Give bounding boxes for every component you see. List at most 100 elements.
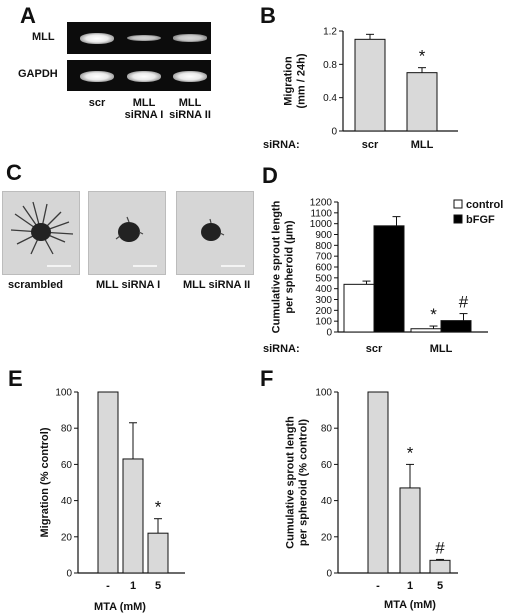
spheroid-photo-sirna-1 [88, 191, 166, 275]
panel-label-c: C [6, 160, 22, 185]
blot-row-label-gapdh: GAPDH [18, 68, 58, 80]
bar [429, 559, 451, 574]
blot-lane-label: siRNA I [124, 109, 164, 121]
spheroid-image-sirna-2 [201, 218, 225, 241]
y-tick-label: 100 [55, 388, 72, 399]
y-tick-label: 80 [61, 424, 73, 435]
x-tick-label: - [376, 580, 380, 592]
y-tick-label: 400 [315, 284, 332, 295]
y-tick-label: 300 [315, 295, 332, 306]
significance-marker: * [430, 305, 437, 324]
bar [97, 391, 119, 574]
y-tick-label: 40 [61, 496, 73, 507]
y-axis-label: (mm / 24h) [296, 53, 308, 108]
blot-lane-label: scr [88, 97, 106, 109]
blot-lane-label: MLL [132, 97, 156, 109]
blot-band-mll-lane-1 [80, 32, 114, 44]
x-tick-label: - [106, 580, 110, 592]
spheroid-image-sirna-1 [115, 216, 144, 242]
y-tick-label: 900 [315, 230, 332, 241]
y-tick-label: 40 [321, 496, 333, 507]
panel-label-a: A [20, 3, 36, 28]
x-tick-label: scr [366, 343, 383, 355]
y-axis-label: Migration [283, 56, 295, 106]
x-tick-label: 5 [437, 580, 443, 592]
y-tick-label: 60 [321, 460, 333, 471]
blot-strip-mll [67, 22, 211, 54]
legend-label: control [466, 199, 503, 211]
x-tick-label: MLL [430, 343, 453, 355]
x-tick-label: 1 [130, 580, 136, 592]
bar [147, 532, 169, 574]
significance-marker: # [435, 538, 445, 557]
blot-band-gapdh-lane-1 [80, 70, 114, 82]
photo-caption-scrambled: scrambled [8, 279, 64, 291]
y-axis-label: Migration (% control) [39, 427, 51, 537]
x-prefix-label: siRNA: [263, 139, 300, 151]
legend-swatch [453, 214, 463, 224]
significance-marker: # [459, 293, 469, 312]
y-tick-label: 0 [331, 127, 337, 138]
bar [406, 72, 438, 132]
y-tick-label: 60 [61, 460, 73, 471]
y-tick-label: 0 [326, 569, 332, 580]
y-tick-label: 20 [321, 532, 333, 543]
y-tick-label: 1000 [310, 219, 333, 230]
bar [410, 328, 442, 333]
blot-band-mll-lane-2 [127, 34, 161, 42]
significance-marker: * [407, 443, 414, 462]
y-axis-label: per spheroid (% control) [298, 419, 310, 546]
y-tick-label: 800 [315, 241, 332, 252]
blot-band-gapdh-lane-3 [173, 70, 207, 82]
bar [122, 458, 144, 574]
panel-label-e: E [8, 366, 23, 391]
x-tick-label: MLL [411, 139, 434, 151]
y-tick-label: 80 [321, 424, 333, 435]
y-tick-label: 200 [315, 306, 332, 317]
y-tick-label: 0 [66, 569, 72, 580]
bar [373, 225, 405, 333]
y-axis-label: Cumulative sprout length [271, 200, 283, 333]
panel-label-b: B [260, 3, 276, 28]
x-tick-label: 5 [155, 580, 161, 592]
y-axis-label: Cumulative sprout length [285, 416, 297, 549]
bar [354, 38, 386, 132]
legend-swatch [453, 199, 463, 209]
significance-marker: * [419, 47, 426, 66]
panel-label-d: D [262, 163, 278, 188]
chart-f-mta-sprout: 0 20 40 60 80 100 Cumulative sprout length per … [285, 388, 458, 611]
x-axis-label: MTA (mM) [94, 601, 146, 613]
y-axis-label: per spheroid (µm) [284, 220, 296, 313]
spheroid-image-scrambled [10, 201, 74, 255]
blot-band-gapdh-lane-2 [127, 70, 161, 82]
y-tick-label: 0.8 [323, 60, 337, 71]
scale-bar [133, 265, 157, 267]
photo-caption-sirna-2: MLL siRNA II [183, 279, 251, 291]
y-tick-label: 0 [326, 328, 332, 339]
chart-e-mta-migration: 0 20 40 60 80 100 Migration (% control) - 1 * 5 MTA… [39, 388, 185, 613]
spheroid-photo-sirna-2 [176, 191, 254, 275]
blot-band-mll-lane-3 [173, 34, 207, 42]
bar [399, 487, 421, 574]
photo-caption-sirna-1: MLL siRNA I [96, 279, 161, 291]
scale-bar [47, 265, 71, 267]
y-tick-label: 1200 [310, 198, 333, 209]
blot-lane-label: siRNA II [169, 109, 211, 121]
x-tick-label: scr [362, 139, 379, 151]
y-tick-label: 100 [315, 388, 332, 399]
blot-row-label-mll: MLL [32, 31, 55, 43]
chart-b-migration: 0 0.4 0.8 1.2 Migration (mm / 24h) scr * MLL siRN… [263, 27, 458, 151]
y-tick-label: 600 [315, 263, 332, 274]
chart-d-sprout-length: 0100200300400500600700800900100011001200… [263, 198, 503, 356]
blot-lane-label: MLL [178, 97, 202, 109]
x-prefix-label: siRNA: [263, 343, 300, 355]
panel-label-f: F [260, 366, 274, 391]
y-tick-label: 0.4 [323, 93, 337, 104]
y-tick-label: 700 [315, 252, 332, 263]
x-axis-label: MTA (mM) [384, 599, 436, 611]
y-tick-label: 100 [315, 317, 332, 328]
bar [367, 391, 389, 574]
y-tick-label: 1.2 [323, 27, 337, 38]
spheroid-photo-scrambled [2, 191, 80, 275]
x-tick-label: 1 [407, 580, 413, 592]
